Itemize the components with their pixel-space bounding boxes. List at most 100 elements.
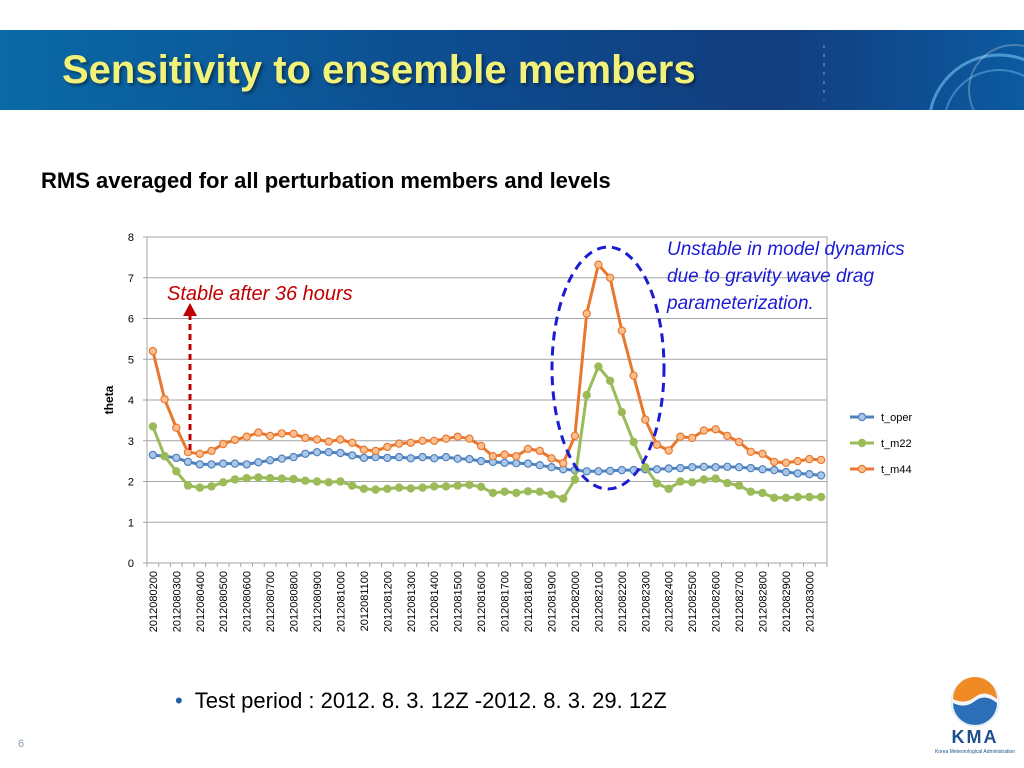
data-point-t_oper <box>465 454 474 464</box>
x-tick-label: 2012082400 <box>664 571 676 632</box>
data-point-t_oper <box>547 463 556 472</box>
bullet-icon: • <box>175 688 183 713</box>
data-point-t_m44 <box>570 431 580 441</box>
data-point-t_oper <box>312 448 322 457</box>
kma-logo-subtext: Korea Meteorological Administration <box>935 749 1016 755</box>
data-point-t_oper <box>746 463 756 473</box>
data-point-t_m44 <box>324 437 333 446</box>
data-point-t_oper <box>441 452 451 462</box>
data-point-t_m44 <box>547 454 556 463</box>
data-point-t_oper <box>207 460 216 469</box>
data-point-t_oper <box>476 456 486 466</box>
data-point-t_m44 <box>301 433 310 443</box>
data-point-t_m22 <box>160 452 169 461</box>
x-tick-label: 2012081700 <box>500 571 512 632</box>
data-point-t_m22 <box>770 493 779 502</box>
data-point-t_oper <box>664 464 673 473</box>
data-point-t_m22 <box>430 482 439 491</box>
chart-subtitle: RMS averaged for all perturbation member… <box>41 168 611 193</box>
data-point-t_m22 <box>488 488 498 498</box>
stable-arrow-head-icon <box>183 303 197 316</box>
legend-label: t_m44 <box>881 464 912 476</box>
data-point-t_m22 <box>207 482 216 491</box>
data-point-t_m44 <box>265 431 275 441</box>
data-point-t_m22 <box>500 487 509 496</box>
x-tick-label: 2012081600 <box>476 571 488 632</box>
unstable-annotation-line: due to gravity wave drag <box>667 266 875 287</box>
x-tick-label: 2012082700 <box>734 571 746 632</box>
data-point-t_oper <box>254 458 263 467</box>
kma-logo-text: KMA <box>951 727 999 747</box>
x-tick-label: 2012081800 <box>523 571 535 632</box>
data-point-t_m22 <box>312 477 322 486</box>
data-point-t_m22 <box>371 485 380 494</box>
data-point-t_oper <box>453 454 462 463</box>
data-point-t_oper <box>605 466 615 476</box>
data-point-t_m44 <box>160 395 169 404</box>
y-tick-label: 7 <box>128 273 134 285</box>
data-point-t_oper <box>183 457 193 467</box>
data-point-t_m44 <box>277 429 286 438</box>
data-point-t_m22 <box>746 487 756 496</box>
data-point-t_m22 <box>652 479 662 488</box>
data-point-t_m44 <box>254 428 263 437</box>
series-line-t_m44 <box>151 263 822 465</box>
unstable-annotation: Unstable in model dynamics due to gravit… <box>667 236 967 317</box>
data-point-t_m22 <box>348 481 357 490</box>
x-tick-label: 2012081000 <box>335 571 347 632</box>
data-point-t_m22 <box>324 478 333 487</box>
y-tick-label: 2 <box>128 477 134 489</box>
data-point-t_m44 <box>394 439 404 448</box>
y-tick-label: 6 <box>128 314 134 326</box>
data-point-t_m22 <box>230 475 240 484</box>
data-point-t_m44 <box>816 455 826 465</box>
legend-marker-t_m22 <box>857 438 867 448</box>
x-tick-label: 2012080700 <box>265 571 277 632</box>
x-tick-label: 2012080400 <box>195 571 207 632</box>
data-point-t_m44 <box>594 260 603 269</box>
data-point-t_oper <box>594 467 603 476</box>
data-point-t_m22 <box>476 482 486 491</box>
x-tick-label: 2012082500 <box>687 571 699 632</box>
x-tick-label: 2012081500 <box>453 571 465 632</box>
data-point-t_m44 <box>641 415 650 424</box>
data-point-t_oper <box>688 463 697 472</box>
data-point-t_m22 <box>242 474 251 483</box>
x-tick-label: 2012080600 <box>242 571 254 632</box>
data-point-t_m22 <box>277 474 286 483</box>
data-point-t_oper <box>816 471 826 480</box>
y-tick-label: 8 <box>128 232 134 244</box>
data-point-t_m22 <box>805 492 814 502</box>
title-banner: Sensitivity to ensemble members <box>0 30 1024 110</box>
data-point-t_m44 <box>676 432 685 441</box>
data-point-t_m22 <box>523 487 533 496</box>
data-point-t_oper <box>289 452 298 462</box>
data-point-t_oper <box>324 448 333 457</box>
data-point-t_m22 <box>723 478 732 488</box>
data-point-t_m44 <box>183 448 193 457</box>
data-point-t_m22 <box>195 483 204 492</box>
data-point-t_m22 <box>383 484 392 493</box>
data-point-t_m22 <box>629 437 638 447</box>
data-point-t_oper <box>195 460 204 469</box>
x-tick-label: 2012080900 <box>312 571 324 632</box>
data-point-t_m44 <box>746 447 756 456</box>
data-point-t_m44 <box>535 446 545 456</box>
data-point-t_m22 <box>688 478 697 487</box>
data-point-t_m44 <box>218 439 228 449</box>
data-point-t_m22 <box>758 488 767 498</box>
data-point-t_m44 <box>805 454 814 464</box>
data-point-t_m22 <box>265 474 275 483</box>
unstable-annotation-line: parameterization. <box>667 293 814 314</box>
data-point-t_m22 <box>781 493 791 502</box>
data-point-t_m22 <box>172 467 181 476</box>
x-tick-label: 2012082600 <box>711 571 723 632</box>
data-point-t_m44 <box>406 438 415 447</box>
data-point-t_oper <box>758 465 767 474</box>
data-point-t_oper <box>430 454 439 463</box>
data-point-t_m22 <box>582 390 591 400</box>
data-point-t_oper <box>652 465 662 474</box>
data-point-t_m22 <box>641 463 650 472</box>
data-point-t_m44 <box>476 441 486 451</box>
data-point-t_m22 <box>406 484 415 493</box>
